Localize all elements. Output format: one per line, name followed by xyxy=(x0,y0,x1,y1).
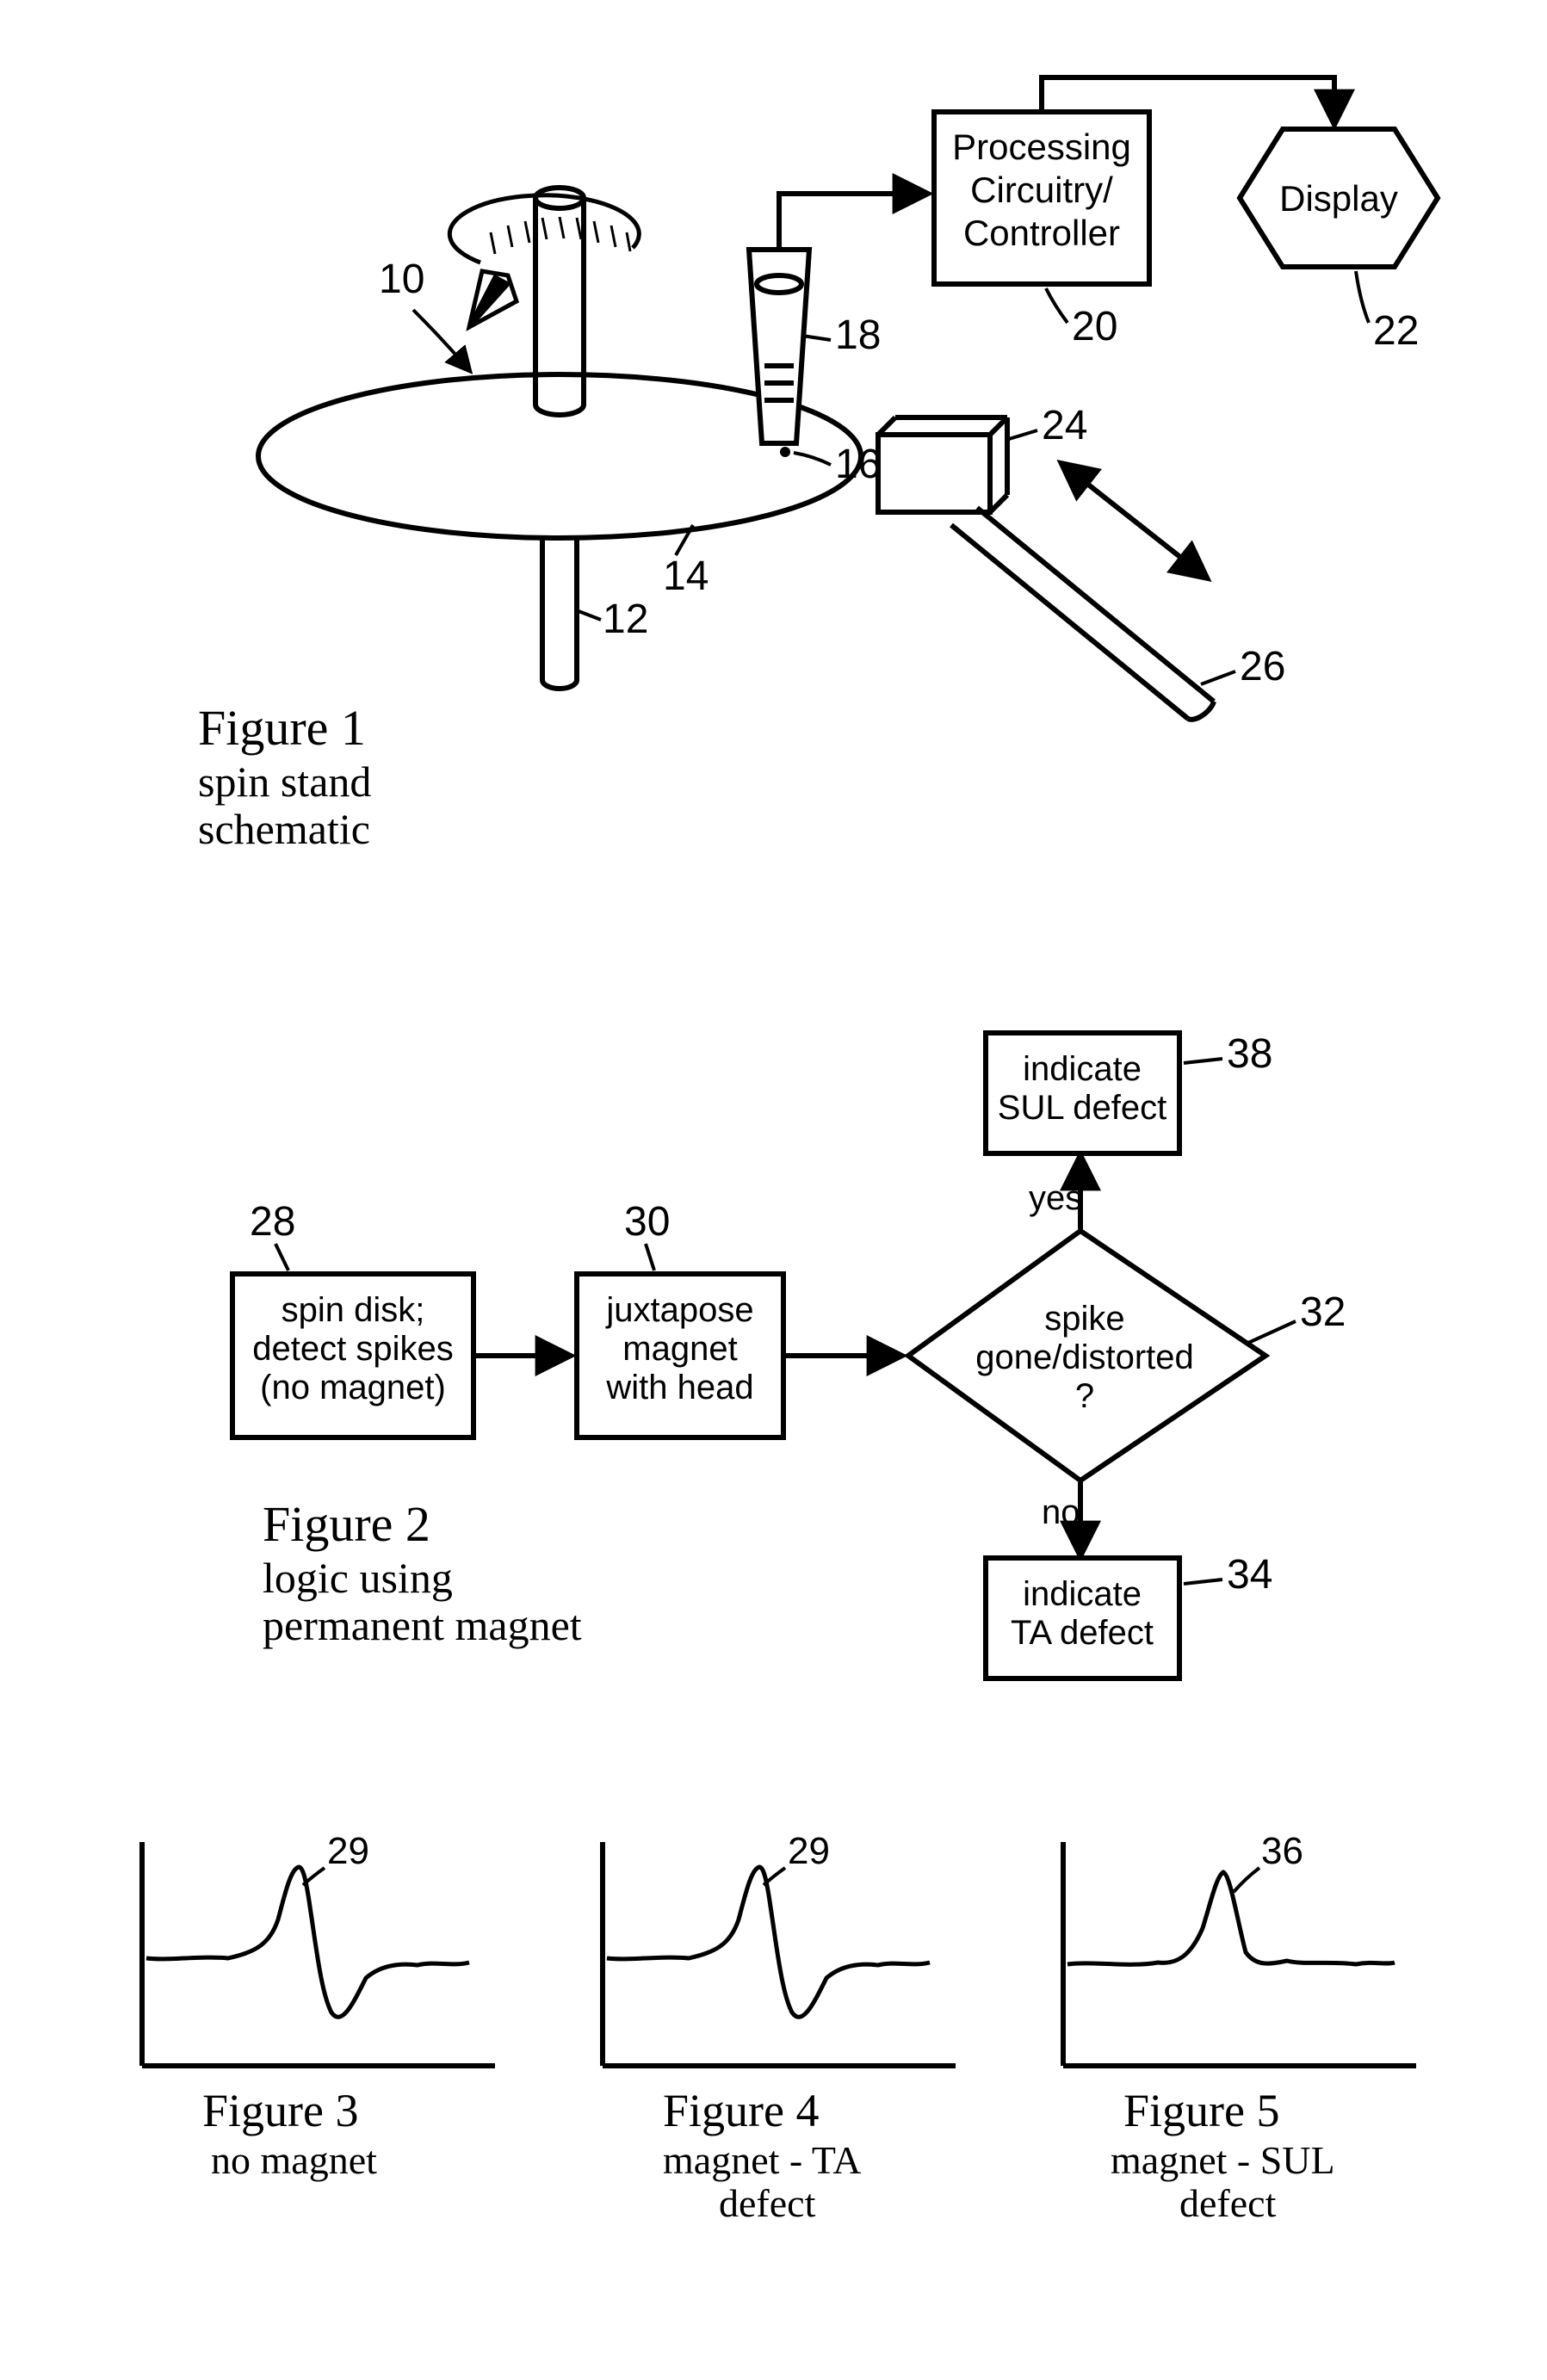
display-label: Display xyxy=(1279,178,1398,219)
dec32-l1: spike xyxy=(1044,1300,1124,1338)
fig3-title: Figure 3 xyxy=(202,2085,359,2136)
fig4-sub2: defect xyxy=(719,2181,816,2225)
figure-5: 36 Figure 5 magnet - SUL defect xyxy=(1063,1830,1416,2225)
fig2-sub1: logic using xyxy=(263,1554,453,1602)
ref-12: 12 xyxy=(603,597,648,642)
fig5-title: Figure 5 xyxy=(1123,2085,1280,2136)
box30-l2: magnet xyxy=(622,1330,737,1368)
ref-32: 32 xyxy=(1300,1289,1346,1335)
fig5-sub2: defect xyxy=(1179,2181,1277,2225)
dec32-l2: gone/distorted xyxy=(975,1338,1194,1376)
magnet-arm xyxy=(951,508,1214,720)
ref-16: 16 xyxy=(835,442,881,487)
processing-line1: Processing xyxy=(952,127,1131,167)
box38-l1: indicate xyxy=(1023,1050,1142,1088)
ref-20: 20 xyxy=(1072,304,1117,349)
box34-l2: TA defect xyxy=(1011,1614,1154,1652)
magnet-block xyxy=(878,417,1007,512)
fig4-title: Figure 4 xyxy=(663,2085,820,2136)
ref-30: 30 xyxy=(624,1199,670,1245)
figure-3: 29 Figure 3 no magnet xyxy=(142,1830,495,2182)
ref-18: 18 xyxy=(835,312,881,358)
wire-head-to-controller xyxy=(779,194,925,248)
box28-l2: detect spikes xyxy=(252,1330,453,1368)
box30-l3: with head xyxy=(605,1369,753,1406)
rotation-arrow xyxy=(449,195,639,327)
ref-34: 34 xyxy=(1227,1552,1272,1598)
fig3-signal xyxy=(146,1867,469,2017)
no-label: no xyxy=(1042,1493,1080,1531)
processing-line3: Controller xyxy=(963,213,1120,253)
ref-28: 28 xyxy=(250,1199,295,1245)
ref-24: 24 xyxy=(1042,403,1087,448)
fig1-title: Figure 1 xyxy=(198,700,366,756)
yes-label: yes xyxy=(1029,1179,1082,1217)
fig2-sub2: permanent magnet xyxy=(263,1601,582,1649)
fig1-sub1: spin stand xyxy=(198,757,371,806)
box28-l1: spin disk; xyxy=(282,1291,425,1329)
spindle-bottom xyxy=(542,535,577,689)
head-assembly xyxy=(749,250,809,443)
fig5-ref: 36 xyxy=(1261,1830,1303,1872)
page-root: Processing Circuitry/ Controller Display xyxy=(0,0,1547,2380)
head-tip xyxy=(780,447,790,457)
patent-figure-sheet: Processing Circuitry/ Controller Display xyxy=(0,0,1547,2380)
fig5-signal xyxy=(1067,1872,1395,1964)
fig4-signal xyxy=(607,1867,930,2017)
fig5-leader xyxy=(1234,1868,1259,1892)
ref-26: 26 xyxy=(1240,644,1285,689)
fig2-title: Figure 2 xyxy=(263,1496,430,1552)
box28-l3: (no magnet) xyxy=(260,1369,446,1406)
fig4-ref: 29 xyxy=(788,1830,830,1872)
ref-22: 22 xyxy=(1373,308,1419,354)
box34-l1: indicate xyxy=(1023,1575,1142,1613)
fig4-sub1: magnet - TA xyxy=(663,2138,862,2182)
figure-2: spin disk; detect spikes (no magnet) jux… xyxy=(232,1031,1346,1678)
ref-10: 10 xyxy=(379,257,424,302)
fig1-sub2: schematic xyxy=(198,805,370,853)
figure-4: 29 Figure 4 magnet - TA defect xyxy=(603,1830,956,2225)
fig3-ref: 29 xyxy=(327,1830,369,1872)
arm-motion-arrow xyxy=(1063,465,1205,577)
figure-1: Processing Circuitry/ Controller Display xyxy=(198,77,1438,853)
fig5-sub1: magnet - SUL xyxy=(1111,2138,1335,2182)
box38-l2: SUL defect xyxy=(998,1089,1166,1127)
dec32-l3: ? xyxy=(1075,1377,1094,1415)
ref-38: 38 xyxy=(1227,1031,1272,1077)
processing-box: Processing Circuitry/ Controller xyxy=(934,112,1149,284)
fig3-sub1: no magnet xyxy=(211,2138,377,2182)
display-hexagon: Display xyxy=(1240,129,1438,267)
ref-14: 14 xyxy=(663,553,709,599)
box30-l1: juxtapose xyxy=(605,1291,753,1329)
processing-line2: Circuitry/ xyxy=(970,170,1113,210)
